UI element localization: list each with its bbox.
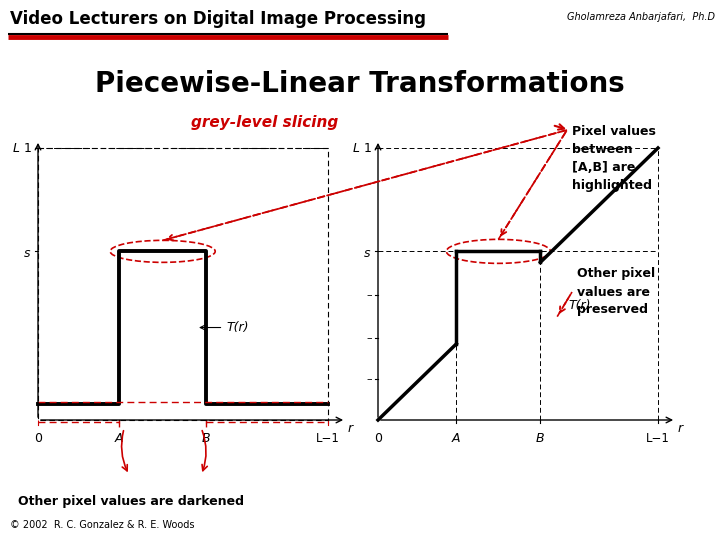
Text: 1: 1 (24, 141, 32, 154)
Text: 0: 0 (374, 432, 382, 445)
Text: s: s (364, 247, 370, 260)
Text: 0: 0 (34, 432, 42, 445)
Text: L: L (13, 141, 20, 154)
Text: –: – (366, 374, 372, 384)
Text: r: r (348, 422, 353, 435)
Text: B: B (202, 432, 210, 445)
Text: –: – (366, 290, 372, 300)
Text: A: A (452, 432, 461, 445)
Text: L: L (353, 141, 360, 154)
Text: r: r (678, 422, 683, 435)
Text: Video Lecturers on Digital Image Processing: Video Lecturers on Digital Image Process… (10, 10, 426, 28)
Text: T(r): T(r) (568, 299, 591, 312)
Text: s: s (24, 247, 30, 260)
Text: –: – (366, 333, 372, 343)
Text: Other pixel values are darkened: Other pixel values are darkened (18, 495, 244, 508)
Text: Piecewise-Linear Transformations: Piecewise-Linear Transformations (95, 70, 625, 98)
Text: © 2002  R. C. Gonzalez & R. E. Woods: © 2002 R. C. Gonzalez & R. E. Woods (10, 520, 194, 530)
Text: 1: 1 (364, 141, 372, 154)
Text: L−1: L−1 (646, 432, 670, 445)
Text: Other pixel
values are
preserved: Other pixel values are preserved (577, 267, 655, 316)
Text: T(r): T(r) (200, 321, 248, 334)
Text: Pixel values
between
[A,B] are
highlighted: Pixel values between [A,B] are highlight… (572, 125, 656, 192)
Text: grey-level slicing: grey-level slicing (192, 115, 338, 130)
Text: A: A (115, 432, 123, 445)
Text: Gholamreza Anbarjafari,  Ph.D: Gholamreza Anbarjafari, Ph.D (567, 12, 715, 22)
Text: B: B (536, 432, 545, 445)
Text: L−1: L−1 (316, 432, 340, 445)
